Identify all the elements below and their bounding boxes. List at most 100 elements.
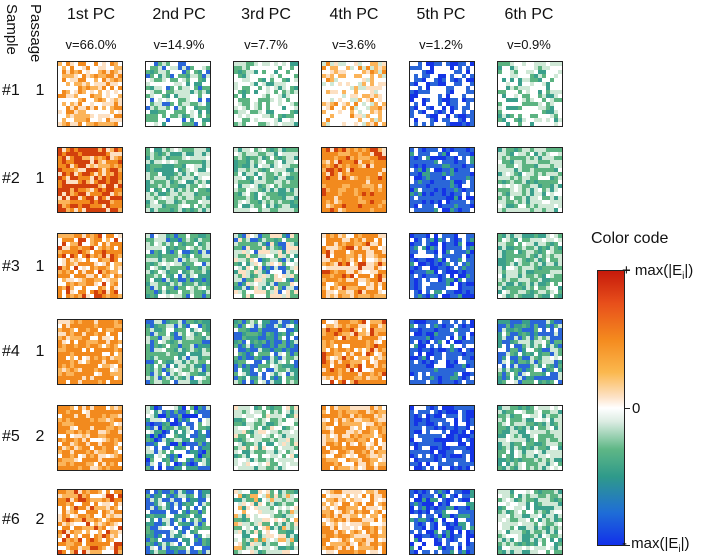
pc-title-6: 6th PC xyxy=(504,6,554,23)
passage-header: Passage xyxy=(27,4,44,63)
pc-map-tile xyxy=(409,489,475,555)
pc-map-texture xyxy=(410,148,474,212)
row-sample-label: #2 xyxy=(2,170,20,187)
pc-map-tile xyxy=(233,61,299,127)
pc-variance-1: v=66.0% xyxy=(65,37,117,52)
pc-map-tile xyxy=(497,147,563,213)
min-label-text: - max(|E xyxy=(622,535,679,552)
row-passage-label: 1 xyxy=(35,258,45,275)
row-passage-label: 1 xyxy=(35,170,45,187)
pc-map-tile xyxy=(321,319,387,385)
pc-map-texture xyxy=(58,62,122,126)
pc-map-texture xyxy=(58,320,122,384)
min-label-subscript: i xyxy=(678,544,681,555)
color-scale-min-label: - max(|Ei|) xyxy=(622,535,690,555)
pc-map-tile xyxy=(145,61,211,127)
pc-map-tile xyxy=(233,489,299,555)
pc-map-tile xyxy=(57,147,123,213)
row-sample-label: #6 xyxy=(2,511,20,528)
pc-map-tile xyxy=(409,61,475,127)
pc-map-tile xyxy=(57,405,123,471)
color-scale-tick-zero xyxy=(625,408,630,409)
pc-map-texture xyxy=(234,148,298,212)
pc-map-texture xyxy=(410,62,474,126)
pc-map-texture xyxy=(234,320,298,384)
pc-map-tile xyxy=(145,147,211,213)
pc-map-texture xyxy=(146,406,210,470)
pc-map-tile xyxy=(57,489,123,555)
pc-map-texture xyxy=(498,148,562,212)
color-scale-tick-min xyxy=(625,545,630,546)
pc-map-tile xyxy=(321,489,387,555)
pc-map-texture xyxy=(146,490,210,554)
pc-map-texture xyxy=(322,320,386,384)
pc-map-tile xyxy=(409,233,475,299)
pc-map-tile xyxy=(145,405,211,471)
pc-map-texture xyxy=(410,234,474,298)
pc-map-tile xyxy=(497,319,563,385)
pc-map-tile xyxy=(409,405,475,471)
pc-map-tile xyxy=(145,319,211,385)
row-sample-label: #1 xyxy=(2,82,20,99)
sample-header: Sample xyxy=(3,4,20,55)
row-sample-label: #4 xyxy=(2,343,20,360)
row-passage-label: 1 xyxy=(35,82,45,99)
pc-map-tile xyxy=(321,61,387,127)
pc-title-3: 3rd PC xyxy=(241,6,291,23)
pc-map-texture xyxy=(322,234,386,298)
pc-title-1: 1st PC xyxy=(66,6,115,23)
pc-map-texture xyxy=(498,406,562,470)
color-scale-bar xyxy=(597,270,625,546)
pc-map-texture xyxy=(410,490,474,554)
pc-variance-6: v=0.9% xyxy=(507,37,551,52)
pc-map-tile xyxy=(497,61,563,127)
pc-map-tile xyxy=(409,147,475,213)
pc-map-tile xyxy=(57,61,123,127)
pc-map-tile xyxy=(233,233,299,299)
pc-map-texture xyxy=(322,62,386,126)
pc-map-texture xyxy=(322,148,386,212)
pc-map-texture xyxy=(498,490,562,554)
pc-map-texture xyxy=(234,490,298,554)
pc-map-texture xyxy=(322,490,386,554)
pc-variance-5: v=1.2% xyxy=(419,37,463,52)
pc-map-texture xyxy=(146,320,210,384)
pc-map-texture xyxy=(58,406,122,470)
min-label-suffix: |) xyxy=(680,535,690,552)
color-code-title: Color code xyxy=(591,230,669,247)
row-sample-label: #3 xyxy=(2,258,20,275)
pc-title-4: 4th PC xyxy=(329,6,379,23)
pc-map-tile xyxy=(497,405,563,471)
pc-variance-4: v=3.6% xyxy=(332,37,376,52)
row-passage-label: 1 xyxy=(35,343,45,360)
pc-map-tile xyxy=(233,147,299,213)
pc-map-texture xyxy=(322,406,386,470)
max-label-subscript: i xyxy=(682,271,685,282)
pc-title-5: 5th PC xyxy=(416,6,466,23)
pc-map-texture xyxy=(410,320,474,384)
pc-map-tile xyxy=(321,147,387,213)
pc-map-tile xyxy=(497,233,563,299)
pc-map-texture xyxy=(146,234,210,298)
pc-map-texture xyxy=(234,62,298,126)
pc-variance-2: v=14.9% xyxy=(153,37,205,52)
pc-map-texture xyxy=(498,234,562,298)
pc-map-texture xyxy=(146,148,210,212)
pc-map-texture xyxy=(498,320,562,384)
pc-map-tile xyxy=(233,405,299,471)
pc-map-texture xyxy=(498,62,562,126)
pc-map-tile xyxy=(497,489,563,555)
max-label-suffix: |) xyxy=(684,262,694,279)
pc-map-tile xyxy=(321,233,387,299)
pc-map-texture xyxy=(234,406,298,470)
row-sample-label: #5 xyxy=(2,428,20,445)
pc-title-2: 2nd PC xyxy=(152,6,206,23)
pc-map-tile xyxy=(145,489,211,555)
pc-map-texture xyxy=(146,62,210,126)
pc-map-tile xyxy=(57,319,123,385)
pc-map-tile xyxy=(57,233,123,299)
color-scale-zero-label: 0 xyxy=(632,400,641,417)
pc-map-tile xyxy=(321,405,387,471)
pc-map-texture xyxy=(234,234,298,298)
pc-variance-3: v=7.7% xyxy=(244,37,288,52)
